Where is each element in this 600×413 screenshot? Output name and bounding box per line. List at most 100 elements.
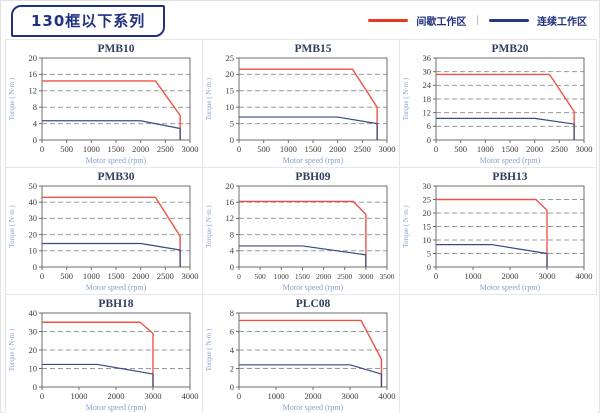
x-tick-label: 1500 — [108, 271, 125, 281]
y-tick-label: 5 — [230, 118, 234, 128]
y-axis-label: Torque ( N·m ) — [402, 77, 410, 120]
y-tick-label: 15 — [226, 86, 235, 96]
x-tick-label: 2500 — [157, 144, 174, 154]
chart-pbh09: PBH09 0 4 8 12 16 20 0 500 1000 1500 2000 2500 3000 35… — [205, 171, 395, 292]
x-tick-label: 2500 — [551, 144, 568, 154]
x-tick-label: 1000 — [71, 391, 88, 401]
x-axis-label: Motor speed (rpm) — [283, 403, 344, 412]
chart-title: PLC08 — [296, 298, 331, 310]
x-tick-label: 3000 — [342, 391, 359, 401]
y-tick-label: 15 — [423, 221, 432, 231]
chart-title: PBH13 — [492, 171, 527, 183]
x-tick-label: 1000 — [477, 144, 494, 154]
chart-pbh13: PBH13 0 5 10 15 20 25 30 0 1000 2000 3000 4000 Torque… — [402, 171, 593, 292]
continuous-zone-curve — [239, 116, 378, 140]
y-axis-label: Torque ( N·m ) — [402, 205, 410, 248]
plot-border — [41, 185, 191, 268]
x-tick-label: 0 — [40, 144, 44, 154]
y-tick-label: 16 — [29, 69, 38, 79]
x-tick-label: 2500 — [157, 271, 174, 281]
continuous-zone-curve — [436, 117, 575, 140]
y-tick-label: 24 — [423, 80, 432, 90]
y-tick-label: 0 — [230, 382, 234, 392]
y-tick-label: 12 — [226, 213, 235, 223]
chart-cell-pmb10: PMB10 0 4 8 12 16 20 0 500 1000 1500 2000 2500 3000 To… — [6, 40, 203, 168]
x-axis-label: Motor speed (rpm) — [283, 283, 344, 292]
y-tick-label: 8 — [230, 229, 234, 239]
x-tick-label: 0 — [40, 271, 44, 281]
x-tick-label: 2000 — [108, 391, 125, 401]
y-tick-label: 30 — [29, 213, 38, 223]
y-tick-label: 0 — [33, 382, 37, 392]
chart-cell-pbh18: PBH18 0 10 20 30 40 0 1000 2000 3000 4000 Torque ( … — [6, 295, 203, 413]
y-tick-label: 40 — [29, 197, 38, 207]
x-axis-label: Motor speed (rpm) — [480, 156, 541, 165]
y-tick-label: 4 — [230, 345, 235, 355]
chart-pmb10: PMB10 0 4 8 12 16 20 0 500 1000 1500 2000 2500 3000 To… — [8, 43, 199, 165]
x-axis-label: Motor speed (rpm) — [86, 403, 147, 412]
x-tick-label: 3000 — [379, 144, 396, 154]
x-tick-label: 1000 — [465, 271, 482, 281]
chart-cell-pbh13: PBH13 0 5 10 15 20 25 30 0 1000 2000 3000 4000 Torque… — [400, 168, 597, 295]
y-tick-label: 0 — [230, 262, 234, 272]
y-tick-label: 0 — [427, 262, 431, 272]
y-tick-label: 10 — [29, 363, 38, 373]
x-tick-label: 1500 — [305, 144, 322, 154]
y-axis-label: Torque ( N·m ) — [8, 77, 16, 120]
chart-grid: PMB10 0 4 8 12 16 20 0 500 1000 1500 2000 2500 3000 To… — [5, 39, 597, 413]
x-tick-label: 1000 — [83, 144, 100, 154]
x-tick-label: 4000 — [379, 391, 396, 401]
intermittent-zone-label: 间歇工作区 — [416, 16, 467, 28]
x-tick-label: 1000 — [268, 391, 285, 401]
y-tick-label: 8 — [33, 102, 37, 112]
y-tick-label: 20 — [29, 229, 38, 239]
chart-title: PMB30 — [97, 171, 134, 183]
y-axis-label: Torque ( N·m ) — [8, 328, 16, 371]
x-tick-label: 2000 — [305, 391, 322, 401]
y-tick-label: 10 — [226, 102, 235, 112]
y-tick-label: 4 — [230, 246, 235, 256]
series-title-badge: 130框以下系列 — [11, 5, 166, 37]
x-tick-label: 500 — [60, 144, 73, 154]
y-tick-label: 0 — [33, 262, 37, 272]
intermittent-zone-curve — [42, 321, 154, 387]
chart-plc08: PLC08 0 2 4 6 8 0 1000 2000 3000 4000 Torque ( N·m … — [205, 298, 396, 412]
x-axis-label: Motor speed (rpm) — [283, 156, 344, 165]
x-tick-label: 1500 — [295, 272, 310, 281]
y-tick-label: 20 — [226, 181, 235, 191]
y-tick-label: 4 — [33, 118, 38, 128]
intermittent-zone-curve — [436, 73, 575, 140]
intermittent-zone-curve — [239, 200, 367, 267]
chart-title: PMB10 — [97, 43, 134, 55]
y-axis-label: Torque ( N·m ) — [8, 205, 16, 248]
empty-cell — [400, 295, 597, 413]
chart-cell-plc08: PLC08 0 2 4 6 8 0 1000 2000 3000 4000 Torque ( N·m … — [203, 295, 400, 413]
plot-border — [238, 57, 388, 141]
y-tick-label: 12 — [29, 86, 38, 96]
x-tick-label: 1000 — [274, 272, 289, 281]
intermittent-zone-curve — [436, 198, 548, 267]
y-tick-label: 6 — [427, 121, 431, 131]
chart-cell-pbh09: PBH09 0 4 8 12 16 20 0 500 1000 1500 2000 2500 3000 35… — [203, 168, 400, 295]
y-tick-label: 36 — [423, 53, 432, 63]
x-tick-label: 1500 — [108, 144, 125, 154]
x-tick-label: 3000 — [358, 272, 373, 281]
x-tick-label: 2000 — [329, 144, 346, 154]
continuous-zone-curve — [436, 243, 548, 267]
x-tick-label: 2000 — [132, 144, 149, 154]
y-tick-label: 8 — [230, 308, 234, 318]
y-tick-label: 12 — [423, 107, 432, 117]
chart-title: PBH09 — [295, 171, 330, 183]
x-tick-label: 3000 — [539, 271, 556, 281]
x-tick-label: 2500 — [337, 272, 352, 281]
chart-cell-pmb30: PMB30 0 10 20 30 40 50 0 500 1000 1500 2000 2500 3000… — [6, 168, 203, 295]
page-header: 130框以下系列 间歇工作区 | 连续工作区 — [1, 1, 599, 39]
legend-separator: | — [476, 14, 479, 26]
x-tick-label: 4000 — [182, 391, 199, 401]
chart-pmb20: PMB20 0 6 12 18 24 30 36 0 500 1000 1500 2000 2500 300… — [402, 43, 593, 165]
y-tick-label: 10 — [423, 235, 432, 245]
y-tick-label: 30 — [423, 66, 432, 76]
x-tick-label: 0 — [237, 272, 241, 281]
intermittent-zone-curve — [239, 68, 378, 140]
